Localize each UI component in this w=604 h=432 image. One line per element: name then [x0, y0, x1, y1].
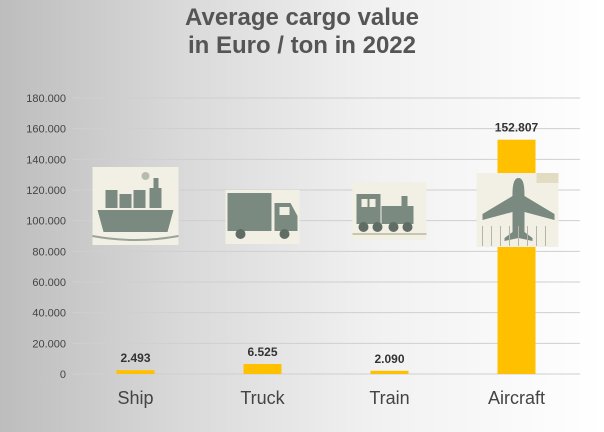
y-tick-label: 0: [60, 369, 66, 381]
category-label: Train: [369, 388, 409, 408]
category-label: Ship: [117, 388, 153, 408]
y-tick-label: 40.000: [32, 308, 66, 320]
bar: [370, 370, 409, 374]
y-tick-label: 140.000: [26, 154, 66, 166]
bar-value-label: 152.807: [495, 121, 539, 135]
bar-value-label: 6.525: [247, 345, 277, 359]
bar-value-label: 2.090: [374, 352, 404, 366]
chart-title-line-2: in Euro / ton in 2022: [187, 32, 417, 59]
y-tick-label: 20.000: [32, 338, 66, 350]
bars: [116, 139, 536, 374]
y-tick-label: 80.000: [32, 246, 66, 258]
train-icon: [352, 182, 427, 240]
truck-icon: [225, 190, 300, 244]
aircraft-icon: [476, 173, 559, 247]
icons: [92, 167, 559, 247]
chart-title: Average cargo value in Euro / ton in 202…: [0, 4, 604, 60]
y-tick-label: 180.000: [26, 93, 66, 105]
bar: [243, 363, 282, 374]
category-label: Aircraft: [488, 388, 545, 408]
y-tick-label: 120.000: [26, 185, 66, 197]
y-axis-ticks: 0 20.000 40.000 60.000 80.000 100.000 120.000 1…: [26, 93, 66, 381]
y-tick-label: 60.000: [32, 277, 66, 289]
y-tick-label: 160.000: [26, 124, 66, 136]
chart-title-line-1: Average cargo value: [185, 4, 419, 31]
bar: [116, 370, 155, 374]
category-label: Truck: [240, 388, 285, 408]
cargo-ship-icon: [92, 167, 179, 245]
bar-value-label: 2.493: [120, 351, 150, 365]
labels: 2.493 Ship 6.525 Truck 2.090 Train 152.807 Airc…: [117, 121, 545, 408]
y-tick-label: 100.000: [26, 216, 66, 228]
